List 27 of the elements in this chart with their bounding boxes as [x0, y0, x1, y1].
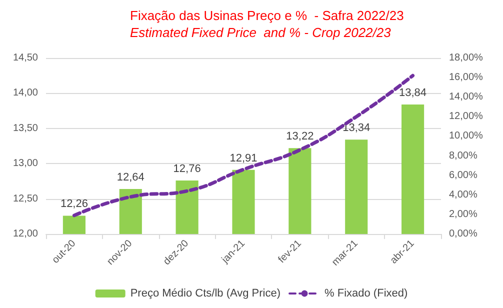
y2-tick-label: 2,00%	[449, 208, 478, 220]
data-label: 13,84	[399, 86, 427, 99]
y-tick-label: 14,00	[12, 88, 38, 99]
y-tick-label: 13,50	[12, 122, 38, 134]
data-label: 13,34	[342, 122, 370, 134]
y2-tick-label: 10,00%	[449, 130, 484, 142]
legend-label: % Fixado (Fixed)	[324, 288, 408, 300]
y-tick-label: 13,00	[12, 158, 38, 170]
data-label: 13,22	[286, 130, 314, 143]
legend-label: Preço Médio Cts/lb (Avg Price)	[130, 288, 281, 300]
chart-subtitle: Estimated Fixed Price and % - Crop 2022/23	[130, 25, 392, 40]
data-label: 12,91	[230, 152, 258, 164]
y2-tick-label: 18,00%	[449, 52, 484, 64]
y-tick-label: 12,50	[12, 193, 38, 204]
data-label: 12,64	[116, 171, 144, 184]
y2-tick-label: 12,00%	[449, 111, 484, 122]
y2-tick-label: 8,00%	[449, 150, 478, 162]
y-tick-label: 12,00	[12, 228, 38, 240]
y2-tick-label: 0,00%	[449, 228, 478, 240]
y2-tick-label: 16,00%	[449, 72, 484, 84]
y2-tick-label: 6,00%	[449, 170, 478, 181]
chart-title: Fixação das Usinas Preço e % - Safra 2022/23	[130, 8, 404, 23]
y2-tick-label: 14,00%	[449, 92, 484, 103]
data-label: 12,76	[173, 162, 201, 175]
data-label: 12,26	[60, 198, 88, 210]
y-tick-label: 14,50	[12, 52, 38, 64]
y2-tick-label: 4,00%	[449, 189, 478, 200]
